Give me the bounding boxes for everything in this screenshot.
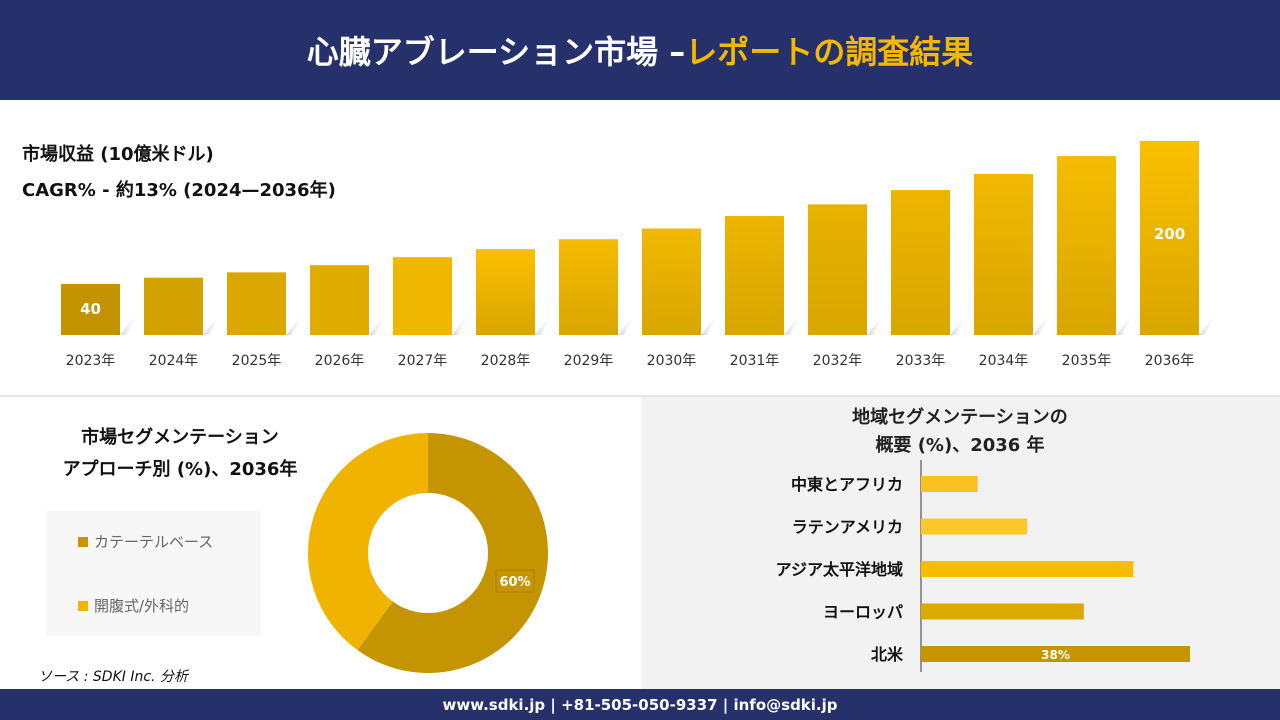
bar-shadow [535, 317, 551, 335]
bar-中東とアフリカ [921, 476, 978, 492]
bar-shadow [369, 317, 385, 335]
divider [0, 395, 1280, 397]
y-tick-label: ラテンアメリカ [792, 518, 903, 537]
segment-title-line2: アプローチ別 (%)、2036年 [62, 459, 298, 480]
bar-shadow [784, 317, 800, 335]
x-tick-label: 2023年 [66, 353, 116, 369]
bar-shadow [1033, 317, 1049, 335]
y-tick-label: アジア太平洋地域 [776, 560, 903, 579]
bar-shadow [1116, 317, 1132, 335]
bar-2024年 [144, 277, 203, 335]
bar-shadow [203, 317, 219, 335]
title-main: 心臓アブレーション市場 – [306, 33, 686, 71]
segment-title-line1: 市場セグメンテーション [81, 427, 279, 448]
y-tick-label: 中東とアフリカ [791, 475, 903, 494]
data-label-box [495, 569, 535, 593]
legend-swatch [78, 536, 88, 547]
bar-shadow [120, 317, 136, 335]
x-tick-label: 2033年 [896, 353, 946, 369]
donut-legend: カテーテルベース 開腹式/外科的 [46, 511, 261, 636]
data-label: 40 [80, 300, 101, 318]
bar-ヨーロッパ [921, 603, 1084, 620]
source-note: ソース : SDKI Inc. 分析 [38, 669, 188, 685]
segment-title: 市場セグメンテーション アプローチ別 (%)、2036年 [30, 422, 330, 486]
bar-shadow [867, 317, 883, 335]
bar-2023年 [61, 283, 120, 335]
x-tick-label: 2032年 [813, 353, 863, 369]
x-tick-label: 2035年 [1062, 353, 1112, 369]
x-tick-label: 2034年 [979, 353, 1029, 369]
bar-ラテンアメリカ [921, 518, 1028, 535]
bar-2026年 [310, 265, 369, 335]
revenue-title: 市場収益 (10億米ドル) [22, 144, 214, 165]
y-tick-label: ヨーロッパ [823, 603, 903, 622]
bar-shadow [286, 317, 302, 335]
x-tick-label: 2031年 [730, 353, 780, 369]
x-tick-label: 2028年 [481, 353, 531, 369]
approach-donut-chart: 60% [308, 433, 548, 673]
x-tick-label: 2036年 [1145, 353, 1195, 369]
bar-2032年 [808, 204, 867, 335]
legend-label: 開腹式/外科的 [94, 597, 190, 615]
donut-slice-1 [308, 433, 428, 651]
donut-slice-0 [357, 433, 548, 673]
bar-アジア太平洋地域 [921, 561, 1134, 577]
bar-2030年 [642, 228, 701, 335]
bar-2036年 [1140, 140, 1199, 335]
legend-item-surgical: 開腹式/外科的 [78, 595, 189, 616]
region-title-line2: 概要 (%)、2036 年 [875, 435, 1045, 456]
bar-shadow [701, 317, 717, 335]
bar-2025年 [227, 272, 286, 335]
bar-2029年 [559, 239, 618, 335]
cagr-text: CAGR% - 約13% (2024—2036年) [22, 180, 336, 201]
page-header: 心臓アブレーション市場 – レポートの調査結果 [0, 0, 1280, 100]
x-tick-label: 2024年 [149, 353, 199, 369]
x-tick-label: 2030年 [647, 353, 697, 369]
region-title: 地域セグメンテーションの 概要 (%)、2036 年 [800, 404, 1120, 460]
region-panel [641, 397, 1280, 689]
x-tick-label: 2029年 [564, 353, 614, 369]
x-tick-label: 2026年 [315, 353, 365, 369]
legend-swatch [78, 600, 88, 611]
bar-2035年 [1057, 156, 1116, 335]
data-label: 38% [1041, 648, 1070, 662]
bar-2033年 [891, 190, 950, 335]
legend-item-catheter: カテーテルベース [78, 531, 213, 552]
bar-2034年 [974, 173, 1033, 335]
region-title-line1: 地域セグメンテーションの [852, 407, 1068, 428]
x-tick-label: 2025年 [232, 353, 282, 369]
bar-shadow [452, 317, 468, 335]
bar-北米 [921, 646, 1190, 662]
revenue-bar-chart: 2023年 40 2024年 2025年 2026年 2027年 2028年 2029年 203… [61, 140, 1215, 369]
legend-label: カテーテルベース [94, 533, 214, 551]
bar-shadow [1199, 317, 1215, 335]
title-accent: レポートの調査結果 [685, 33, 974, 71]
data-label: 200 [1154, 225, 1185, 243]
bar-2031年 [725, 215, 784, 335]
y-tick-label: 北米 [871, 645, 904, 664]
x-tick-label: 2027年 [398, 353, 448, 369]
bar-shadow [618, 317, 634, 335]
bar-2028年 [476, 249, 535, 335]
bar-shadow [950, 317, 966, 335]
data-label: 60% [499, 575, 530, 590]
bar-2027年 [393, 257, 452, 335]
footer-contact: www.sdki.jp | +81-505-050-9337 | info@sd… [0, 689, 1280, 720]
